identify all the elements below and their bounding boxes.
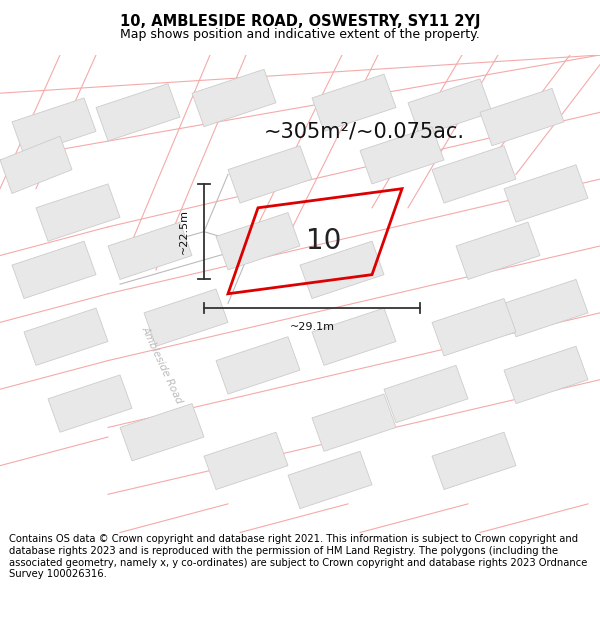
Polygon shape: [312, 394, 396, 451]
Polygon shape: [0, 136, 72, 194]
Polygon shape: [108, 222, 192, 279]
Text: ~305m²/~0.075ac.: ~305m²/~0.075ac.: [264, 121, 465, 141]
Text: ~29.1m: ~29.1m: [290, 322, 335, 332]
Polygon shape: [204, 432, 288, 489]
Polygon shape: [192, 69, 276, 127]
Polygon shape: [504, 346, 588, 404]
Polygon shape: [360, 127, 444, 184]
Polygon shape: [144, 289, 228, 346]
Polygon shape: [36, 184, 120, 241]
Polygon shape: [216, 213, 300, 270]
Polygon shape: [120, 404, 204, 461]
Polygon shape: [48, 375, 132, 432]
Polygon shape: [384, 366, 468, 423]
Polygon shape: [12, 241, 96, 299]
Text: Map shows position and indicative extent of the property.: Map shows position and indicative extent…: [120, 28, 480, 41]
Text: ~22.5m: ~22.5m: [179, 209, 189, 254]
Polygon shape: [228, 146, 312, 203]
Polygon shape: [408, 79, 492, 136]
Polygon shape: [12, 98, 96, 155]
Polygon shape: [312, 74, 396, 131]
Polygon shape: [96, 84, 180, 141]
Polygon shape: [504, 165, 588, 222]
Polygon shape: [432, 432, 516, 489]
Polygon shape: [504, 279, 588, 337]
Text: 10: 10: [307, 228, 341, 255]
Polygon shape: [432, 146, 516, 203]
Polygon shape: [480, 88, 564, 146]
Polygon shape: [312, 308, 396, 366]
Polygon shape: [300, 241, 384, 299]
Polygon shape: [432, 299, 516, 356]
Polygon shape: [288, 451, 372, 509]
Polygon shape: [24, 308, 108, 366]
Polygon shape: [456, 222, 540, 279]
Text: Ambleside Road: Ambleside Road: [140, 325, 184, 406]
Polygon shape: [216, 337, 300, 394]
Text: 10, AMBLESIDE ROAD, OSWESTRY, SY11 2YJ: 10, AMBLESIDE ROAD, OSWESTRY, SY11 2YJ: [120, 14, 480, 29]
Text: Contains OS data © Crown copyright and database right 2021. This information is : Contains OS data © Crown copyright and d…: [9, 534, 587, 579]
